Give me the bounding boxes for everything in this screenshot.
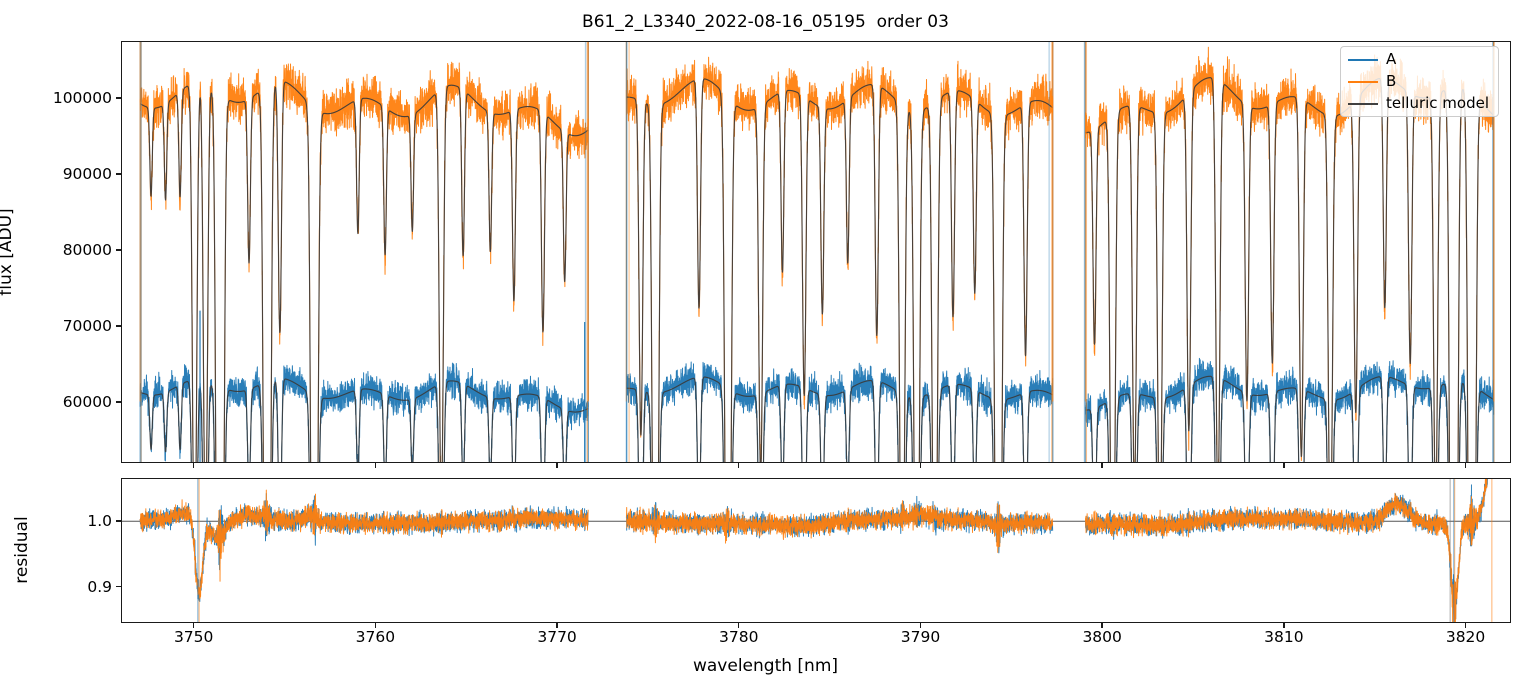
flux-plot-area — [139, 42, 1495, 462]
flux-ytick-70000: 70000 — [62, 317, 112, 336]
xtick-mark-3780-1 — [738, 463, 740, 468]
flux-ytick-90000-mark — [116, 173, 121, 175]
xtick-mark-3760-0 — [374, 623, 377, 628]
flux-ytick-100000: 100000 — [52, 89, 112, 108]
residual-ytick-1-mark — [116, 520, 121, 522]
xtick-3820: 3820 — [1445, 628, 1486, 646]
flux-ytick-80000: 80000 — [62, 241, 112, 260]
residual-plot-area — [122, 479, 1510, 622]
xtick-mark-3770-0 — [556, 623, 558, 628]
xtick-mark-3750-1 — [192, 463, 195, 468]
flux-ytick-70000-mark — [116, 325, 121, 327]
xtick-mark-3820-1 — [1464, 463, 1467, 468]
xtick-3780: 3780 — [719, 628, 759, 646]
flux-ytick-90000: 90000 — [62, 165, 112, 184]
xtick-mark-3800-1 — [1101, 463, 1103, 468]
xtick-mark-3770-1 — [556, 463, 558, 468]
xtick-mark-3800-0 — [1101, 623, 1103, 628]
xtick-mark-3750-0 — [192, 623, 195, 628]
xtick-mark-3790-1 — [919, 463, 922, 468]
legend-label-telluric-model: telluric model — [1386, 94, 1490, 112]
flux-ytick-80000-mark — [116, 249, 121, 251]
xtick-mark-3760-1 — [374, 463, 377, 468]
residual-ytick-0-9: 0.9 — [87, 577, 112, 596]
legend-label-b: B — [1386, 72, 1397, 90]
xtick-3760: 3760 — [355, 628, 396, 646]
legend-swatch-b — [1348, 80, 1378, 83]
residual-ytick-0-9-mark — [116, 586, 121, 588]
residual-ytick-1: 1.0 — [87, 511, 112, 530]
xtick-mark-3820-0 — [1464, 623, 1467, 628]
xtick-3810: 3810 — [1264, 628, 1304, 646]
residual-axis-label: residual — [12, 516, 32, 584]
flux-panel — [121, 41, 1511, 463]
xtick-3750: 3750 — [173, 628, 214, 646]
xtick-mark-3780-0 — [738, 623, 740, 628]
figure-title: B61_2_L3340_2022-08-16_05195 order 03 — [582, 12, 949, 32]
legend-swatch-a — [1348, 58, 1378, 61]
xtick-3790: 3790 — [900, 628, 941, 646]
wavelength-axis-label: wavelength [nm] — [692, 656, 839, 676]
legend-item-b: B — [1348, 74, 1489, 89]
xtick-3800: 3800 — [1082, 628, 1122, 646]
legend-label-a: A — [1386, 50, 1397, 68]
flux-ytick-60000: 60000 — [62, 393, 112, 412]
flux-ytick-60000-mark — [116, 401, 121, 403]
residual-panel — [121, 478, 1511, 623]
flux-ytick-100000-mark — [116, 97, 121, 99]
xtick-mark-3810-1 — [1283, 463, 1285, 468]
xtick-mark-3790-0 — [919, 623, 922, 628]
legend-item-a: A — [1348, 52, 1489, 67]
xtick-3770: 3770 — [537, 628, 577, 646]
xtick-mark-3810-0 — [1283, 623, 1285, 628]
legend-swatch-telluric-model — [1348, 102, 1378, 105]
legend-item-telluric-model: telluric model — [1348, 96, 1489, 111]
legend: A B telluric model — [1340, 46, 1500, 117]
flux-axis-label: flux [ADU] — [0, 208, 16, 296]
